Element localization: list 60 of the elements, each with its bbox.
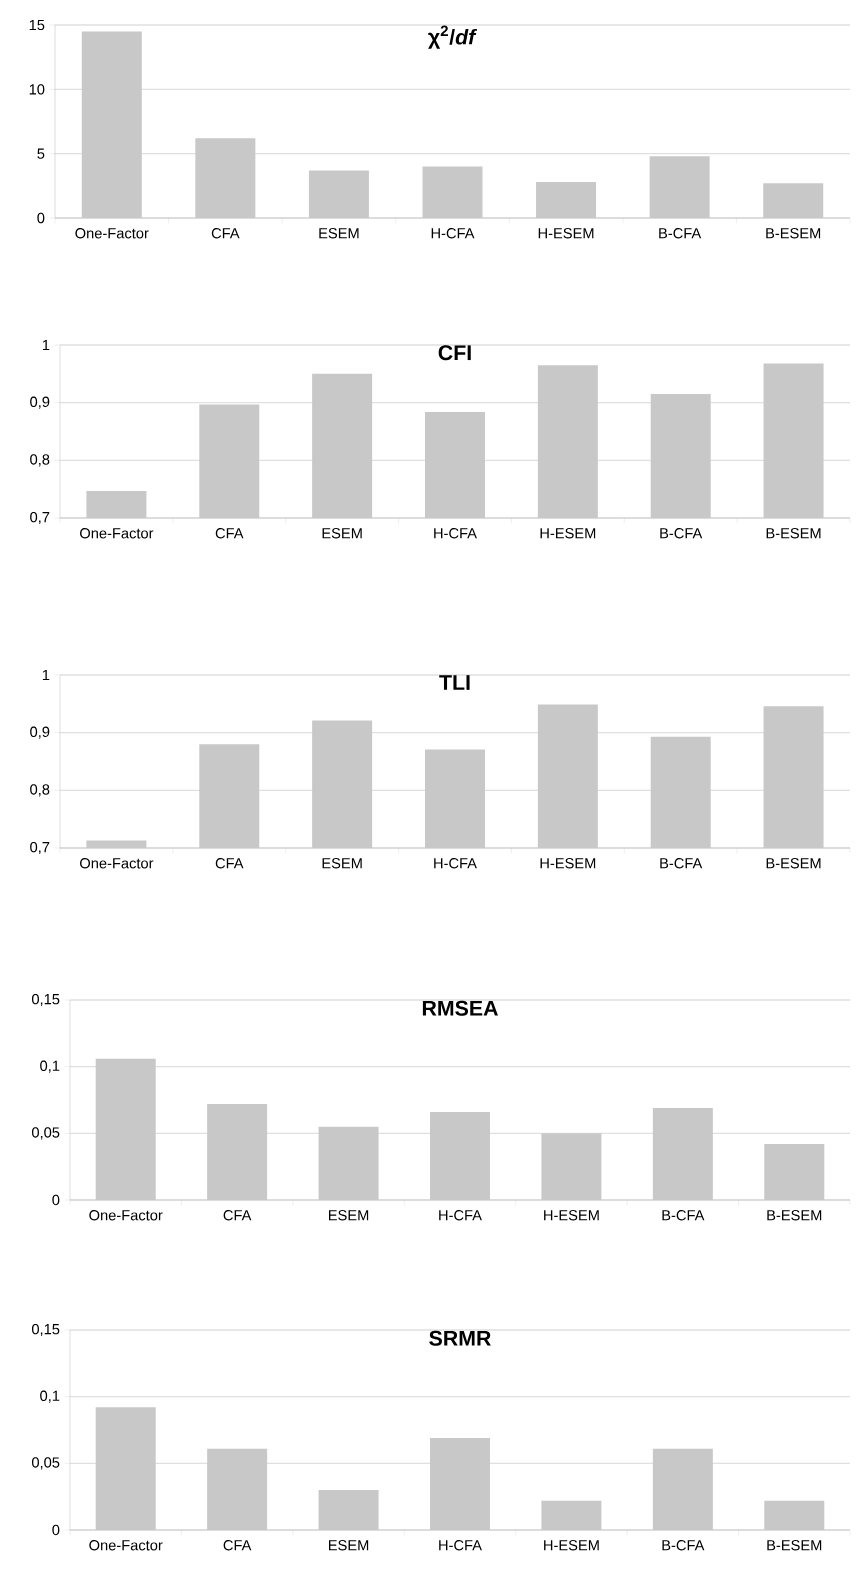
chart-title: SRMR: [429, 1330, 491, 1346]
x-tick-label: CFA: [211, 228, 240, 239]
y-tick-label: 0,1: [40, 1390, 60, 1403]
x-tick-label: B-ESEM: [766, 228, 821, 239]
x-tick-label: CFA: [215, 858, 244, 869]
y-tick-label: 0,7: [30, 841, 50, 855]
chart-title: RMSEA: [422, 1000, 498, 1016]
y-tick-label: 0,1: [40, 1060, 60, 1073]
x-tick-label: H-ESEM: [544, 1210, 599, 1221]
y-tick-label: 0,9: [30, 726, 50, 739]
chart-title: χ$^{2}$/df: [428, 25, 478, 49]
y-tick-label: 0: [52, 1524, 60, 1536]
x-tick-label: B-ESEM: [767, 1210, 822, 1221]
y-tick-label: 0,8: [30, 784, 50, 797]
x-tick-label: CFA: [223, 1540, 252, 1551]
x-tick-label: H-ESEM: [540, 858, 596, 869]
y-tick-label: 10: [29, 84, 45, 95]
x-tick-label: B-CFA: [660, 528, 703, 539]
y-tick-label: 5: [37, 148, 45, 159]
x-tick-label: One-Factor: [80, 858, 154, 869]
y-tick-label: 0,15: [31, 1323, 60, 1337]
y-tick-label: 0,9: [30, 396, 50, 409]
x-tick-label: ESEM: [329, 1210, 369, 1221]
x-tick-label: One-Factor: [80, 528, 154, 539]
x-tick-label: ESEM: [319, 228, 359, 239]
x-tick-label: H-CFA: [434, 528, 477, 539]
y-tick-label: 1: [42, 669, 50, 681]
x-tick-label: H-CFA: [439, 1210, 482, 1221]
x-tick-label: ESEM: [322, 858, 362, 869]
x-tick-label: CFA: [215, 528, 244, 539]
x-tick-label: One-Factor: [75, 228, 149, 239]
y-tick-label: 0: [37, 212, 45, 224]
x-tick-label: B-ESEM: [766, 858, 821, 869]
x-tick-label: H-ESEM: [540, 528, 596, 539]
y-tick-label: 0,7: [30, 511, 50, 525]
chart-title: CFI: [438, 345, 471, 361]
chart-title: TLI: [439, 675, 470, 690]
x-tick-label: H-CFA: [439, 1540, 482, 1551]
x-tick-label: B-CFA: [662, 1210, 705, 1221]
x-tick-label: One-Factor: [89, 1210, 163, 1221]
x-tick-label: B-ESEM: [766, 528, 821, 539]
x-tick-label: H-CFA: [431, 228, 475, 239]
y-tick-label: 0: [52, 1194, 60, 1206]
y-tick-label: 0,05: [31, 1127, 60, 1140]
y-tick-label: 0,8: [30, 454, 50, 467]
x-tick-label: B-CFA: [662, 1540, 705, 1551]
x-tick-label: B-CFA: [660, 858, 703, 869]
x-tick-label: H-CFA: [434, 858, 477, 869]
x-tick-label: H-ESEM: [538, 228, 594, 239]
x-tick-label: B-CFA: [659, 228, 702, 239]
x-tick-label: ESEM: [322, 528, 362, 539]
x-tick-label: B-ESEM: [767, 1540, 822, 1551]
y-tick-label: 0,05: [31, 1457, 60, 1470]
x-tick-label: ESEM: [329, 1540, 369, 1551]
x-tick-label: CFA: [223, 1210, 252, 1221]
y-tick-label: 0,15: [31, 993, 60, 1007]
x-tick-label: H-ESEM: [544, 1540, 599, 1551]
y-tick-label: 1: [42, 339, 50, 351]
y-tick-label: 15: [29, 19, 45, 31]
x-tick-label: One-Factor: [89, 1540, 163, 1551]
